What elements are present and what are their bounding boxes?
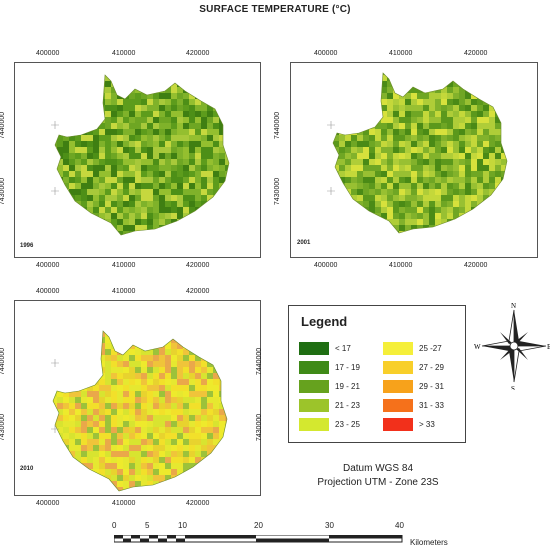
map-frame xyxy=(290,62,538,258)
grid-cross xyxy=(51,187,59,195)
raster-cells xyxy=(53,331,227,491)
legend-label: 17 - 19 xyxy=(335,363,360,372)
temperature-map-2001 xyxy=(327,72,508,234)
y-tick-right: 7440000 xyxy=(256,347,264,376)
legend-item: > 33 xyxy=(383,418,435,431)
legend-label: > 33 xyxy=(419,420,435,429)
y-tick-right: 7430000 xyxy=(256,413,264,442)
legend-item: 19 - 21 xyxy=(299,380,360,393)
compass-east: E xyxy=(547,343,550,351)
x-tick-bottom: 420000 xyxy=(186,500,210,507)
y-tick-left: 7440000 xyxy=(274,111,282,140)
legend-item: 25 -27 xyxy=(383,342,442,355)
x-tick-bottom: 400000 xyxy=(314,262,338,269)
legend-swatch xyxy=(383,361,413,374)
legend-swatch xyxy=(299,380,329,393)
x-tick-top: 420000 xyxy=(186,50,210,57)
temperature-map-2010 xyxy=(51,330,228,492)
legend-item: 23 - 25 xyxy=(299,418,360,431)
legend-swatch xyxy=(299,418,329,431)
grid-cross xyxy=(327,187,335,195)
y-tick-left: 7430000 xyxy=(0,177,7,206)
compass-north: N xyxy=(511,302,516,310)
legend-label: 27 - 29 xyxy=(419,363,444,372)
y-tick-left: 7430000 xyxy=(0,413,7,442)
x-tick-top: 400000 xyxy=(36,288,60,295)
legend-label: 31 - 33 xyxy=(419,401,444,410)
legend-swatch xyxy=(299,361,329,374)
year-label: 1996 xyxy=(20,243,34,249)
scale-tick-label: 30 xyxy=(325,521,334,530)
x-tick-bottom: 410000 xyxy=(112,262,136,269)
x-tick-top: 410000 xyxy=(389,50,413,57)
legend-label: 21 - 23 xyxy=(335,401,360,410)
y-tick-left: 7440000 xyxy=(0,111,7,140)
scale-tick-label: 0 xyxy=(112,521,117,530)
legend-swatch xyxy=(383,399,413,412)
legend-swatch xyxy=(383,418,413,431)
x-tick-bottom: 400000 xyxy=(36,500,60,507)
scale-bar xyxy=(114,535,403,543)
region-boundary xyxy=(332,72,508,234)
north-arrow-icon: N S W E xyxy=(474,302,550,390)
x-tick-top: 420000 xyxy=(186,288,210,295)
x-tick-top: 410000 xyxy=(112,50,136,57)
map-frame xyxy=(14,300,261,496)
map-frame xyxy=(14,62,261,258)
legend-item: 31 - 33 xyxy=(383,399,444,412)
projection-label: Projection UTM - Zone 23S xyxy=(317,477,439,488)
scale-tick-label: 5 xyxy=(145,521,150,530)
legend: Legend < 17 17 - 19 19 - 21 21 - 23 23 -… xyxy=(288,305,466,443)
legend-swatch xyxy=(299,399,329,412)
legend-item: < 17 xyxy=(299,342,351,355)
legend-swatch xyxy=(299,342,329,355)
temperature-map-1996 xyxy=(51,74,230,236)
legend-label: 25 -27 xyxy=(419,344,442,353)
region-boundary xyxy=(52,330,228,492)
x-tick-bottom: 420000 xyxy=(186,262,210,269)
x-tick-top: 400000 xyxy=(314,50,338,57)
legend-label: 19 - 21 xyxy=(335,382,360,391)
year-label: 2001 xyxy=(297,240,311,246)
x-tick-top: 410000 xyxy=(112,288,136,295)
scale-tick-label: 40 xyxy=(395,521,404,530)
y-tick-left: 7440000 xyxy=(0,347,7,376)
raster-cells xyxy=(333,73,507,233)
scale-unit: Kilometers xyxy=(410,538,448,547)
grid-cross xyxy=(51,359,59,367)
raster-cells xyxy=(55,75,229,235)
x-tick-bottom: 420000 xyxy=(464,262,488,269)
grid-cross xyxy=(51,121,59,129)
datum-label: Datum WGS 84 xyxy=(342,463,414,474)
grid-cross xyxy=(51,425,59,433)
compass-west: W xyxy=(474,343,481,351)
legend-label: 29 - 31 xyxy=(419,382,444,391)
legend-item: 27 - 29 xyxy=(383,361,444,374)
legend-title: Legend xyxy=(301,314,348,329)
region-boundary xyxy=(54,74,230,236)
x-tick-top: 420000 xyxy=(464,50,488,57)
x-tick-bottom: 400000 xyxy=(36,262,60,269)
scale-tick-label: 20 xyxy=(254,521,263,530)
legend-item: 21 - 23 xyxy=(299,399,360,412)
y-tick-left: 7430000 xyxy=(274,177,282,206)
map-title: SURFACE TEMPERATURE (°C) xyxy=(199,4,351,15)
legend-label: 23 - 25 xyxy=(335,420,360,429)
legend-swatch xyxy=(383,380,413,393)
x-tick-bottom: 410000 xyxy=(112,500,136,507)
year-label: 2010 xyxy=(20,466,34,472)
grid-cross xyxy=(327,121,335,129)
x-tick-bottom: 410000 xyxy=(389,262,413,269)
x-tick-top: 400000 xyxy=(36,50,60,57)
legend-item: 29 - 31 xyxy=(383,380,444,393)
scale-tick-label: 10 xyxy=(178,521,187,530)
legend-item: 17 - 19 xyxy=(299,361,360,374)
compass-south: S xyxy=(511,385,515,390)
legend-swatch xyxy=(383,342,413,355)
legend-label: < 17 xyxy=(335,344,351,353)
